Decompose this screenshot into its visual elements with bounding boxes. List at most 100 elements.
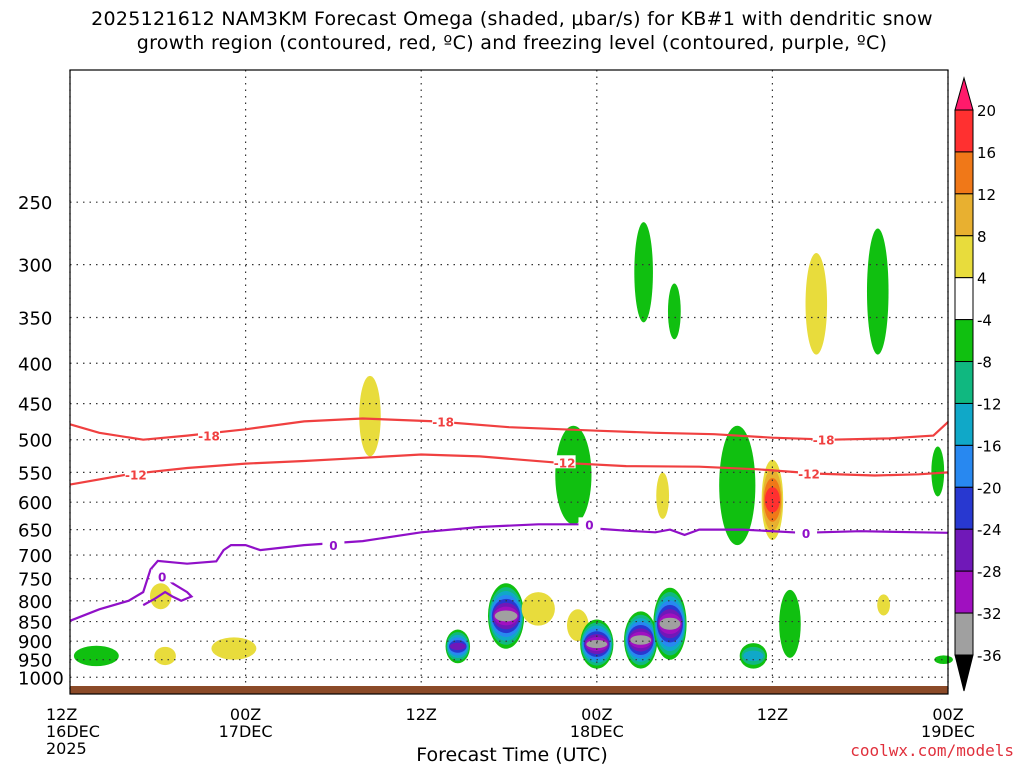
colorbar-swatch-9 xyxy=(954,444,974,488)
x-tick-label-5-0: 00Z xyxy=(932,705,963,724)
y-tick-label-1000: 1000 xyxy=(18,668,64,689)
colorbar-label-11: -28 xyxy=(977,563,1002,581)
colorbar-label-12: -32 xyxy=(977,605,1002,623)
omega-cell-19-level-0 xyxy=(779,589,801,658)
omega-cell-5-level-5 xyxy=(449,642,466,651)
colorbar-swatch-4 xyxy=(954,235,974,279)
omega-cell-6-level-7 xyxy=(494,610,518,622)
colorbar-label-4: 4 xyxy=(977,270,987,288)
colorbar-label-13: -36 xyxy=(977,647,1002,665)
y-tick-label-500: 500 xyxy=(18,431,52,452)
x-tick-label-3-1: 18DEC xyxy=(570,722,624,741)
contour-label-0-2: -18 xyxy=(813,434,835,448)
x-tick-label-5-1: 19DEC xyxy=(921,722,975,741)
colorbar-swatch-5 xyxy=(954,277,974,321)
y-tick-label-950: 950 xyxy=(18,651,52,672)
y-tick-label-900: 900 xyxy=(18,632,52,653)
colorbar-label-8: -16 xyxy=(977,437,1002,455)
y-tick-label-750: 750 xyxy=(18,570,52,591)
colorbar-label-7: -12 xyxy=(977,395,1002,413)
omega-cell-16-level-0 xyxy=(719,425,756,546)
contour-label-bg-2-2 xyxy=(795,525,818,539)
contour-label-bg-3-0 xyxy=(151,569,174,583)
colorbar-top-arrow xyxy=(954,76,974,111)
x-tick-label-0-2: 2025 xyxy=(46,739,87,758)
colorbar-swatch-11 xyxy=(954,528,974,572)
contour-label-2-2: 0 xyxy=(802,527,810,541)
colorbar-label-9: -20 xyxy=(977,479,1002,497)
contour-label-1-1: -12 xyxy=(554,456,576,470)
contour-line-2 xyxy=(69,523,949,622)
contour-label-0-0: -18 xyxy=(198,430,220,444)
omega-cell-0-level-0 xyxy=(73,645,119,667)
colorbar-swatch-1 xyxy=(954,109,974,153)
contour-label-1-2: -12 xyxy=(798,468,820,482)
omega-cell-10-level-7 xyxy=(586,639,608,649)
colorbar-label-10: -24 xyxy=(977,521,1002,539)
contour-label-1-0: -12 xyxy=(125,468,147,482)
omega-cell-22-level-0 xyxy=(877,594,891,616)
y-tick-label-650: 650 xyxy=(18,521,52,542)
colorbar-label-1: 16 xyxy=(977,144,996,162)
omega-cell-20-level-0 xyxy=(805,253,828,355)
contour-label-bg-2-1 xyxy=(578,517,601,531)
colorbar-swatch-12 xyxy=(954,570,974,614)
colorbar-label-0: 20 xyxy=(977,102,996,120)
plot-border xyxy=(69,69,949,695)
contour-label-bg-1-2 xyxy=(797,466,820,480)
contour-label-bg-1-0 xyxy=(124,467,147,481)
colorbar-label-2: 12 xyxy=(977,186,996,204)
y-tick-label-850: 850 xyxy=(18,613,52,634)
contour-label-bg-2-0 xyxy=(322,538,345,552)
y-tick-label-300: 300 xyxy=(18,256,52,277)
omega-cell-23-level-0 xyxy=(931,446,945,497)
y-tick-label-450: 450 xyxy=(18,395,52,416)
colorbar-swatch-7 xyxy=(954,361,974,404)
x-tick-label-2-0: 12Z xyxy=(406,705,437,724)
colorbar-label-5: -4 xyxy=(977,312,992,330)
x-tick-label-0-0: 12Z xyxy=(46,705,77,724)
chart-title-line-2: growth region (contoured, red, ºC) and f… xyxy=(136,32,888,54)
contour-label-bg-0-1 xyxy=(432,414,455,428)
ground-strip xyxy=(70,686,948,694)
contour-label-2-1: 0 xyxy=(585,518,593,532)
omega-cell-11-level-7 xyxy=(630,635,652,645)
omega-cell-7-level-0 xyxy=(521,592,555,626)
y-tick-label-700: 700 xyxy=(18,546,52,567)
colorbar-swatch-8 xyxy=(954,402,974,446)
omega-cell-14-level-7 xyxy=(659,617,681,630)
omega-cell-1-level-0 xyxy=(149,583,172,610)
colorbar-swatch-6 xyxy=(954,319,974,363)
omega-cell-2-level-0 xyxy=(154,646,176,666)
colorbar-swatch-13 xyxy=(954,612,974,656)
y-tick-label-800: 800 xyxy=(18,592,52,613)
contour-line-1 xyxy=(69,453,949,486)
omega-cell-13-level-0 xyxy=(656,472,670,519)
colorbar-label-6: -8 xyxy=(977,354,992,372)
y-tick-label-350: 350 xyxy=(18,308,52,329)
omega-cell-24-level-0 xyxy=(934,655,953,665)
contour-line-0 xyxy=(69,417,949,441)
y-tick-label-250: 250 xyxy=(18,193,52,214)
contour-label-3-0: 0 xyxy=(158,570,166,584)
x-axis-label: Forecast Time (UTC) xyxy=(416,744,608,766)
contour-label-2-0: 0 xyxy=(329,539,337,553)
omega-cell-21-level-0 xyxy=(866,228,889,355)
y-tick-label-400: 400 xyxy=(18,354,52,375)
colorbar-swatch-2 xyxy=(954,151,974,195)
colorbar-swatch-10 xyxy=(954,486,974,530)
colorbar-swatch-3 xyxy=(954,193,974,237)
omega-cell-15-level-0 xyxy=(667,283,681,340)
x-tick-label-0-1: 16DEC xyxy=(46,722,100,741)
contour-label-bg-0-2 xyxy=(812,432,835,446)
y-tick-label-550: 550 xyxy=(18,463,52,484)
contour-label-0-1: -18 xyxy=(432,415,454,429)
omega-cell-8-level-0 xyxy=(555,425,592,525)
y-tick-label-600: 600 xyxy=(18,493,52,514)
x-tick-label-1-1: 17DEC xyxy=(219,722,273,741)
x-tick-label-1-0: 00Z xyxy=(230,705,261,724)
omega-cell-4-level-0 xyxy=(359,375,381,457)
omega-cell-17-level-2 xyxy=(743,650,764,662)
x-tick-label-3-0: 00Z xyxy=(581,705,612,724)
credit-text: coolwx.com/models xyxy=(850,741,1014,760)
